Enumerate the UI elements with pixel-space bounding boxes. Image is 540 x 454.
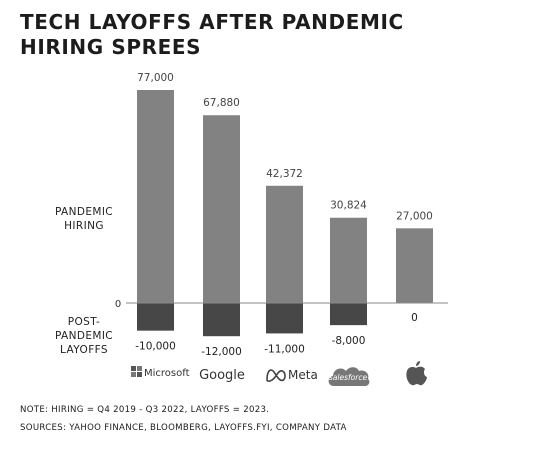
salesforce-logo-icon: salesforce bbox=[329, 373, 368, 382]
apple-logo-icon bbox=[406, 366, 427, 386]
bar-layoffs-meta bbox=[266, 303, 303, 334]
row-label-layoffs-line-2: PANDEMIC bbox=[55, 330, 113, 342]
title-line-2: Hiring Sprees bbox=[20, 35, 202, 59]
bar-layoffs-google bbox=[203, 303, 240, 337]
bar-hiring-salesforce bbox=[330, 217, 367, 303]
bar-hiring-meta bbox=[266, 185, 303, 303]
label-layoffs-apple: 0 bbox=[411, 312, 418, 324]
label-layoffs-meta: -11,000 bbox=[264, 343, 305, 355]
note-text: Note: Hiring = Q4 2019 - Q3 2022, Layoff… bbox=[20, 405, 270, 415]
microsoft-logo-square-2 bbox=[137, 366, 142, 371]
bar-layoffs-salesforce bbox=[330, 303, 367, 326]
microsoft-logo-icon: Microsoft bbox=[144, 368, 190, 379]
bar-hiring-microsoft bbox=[137, 90, 174, 303]
label-hiring-microsoft: 77,000 bbox=[137, 72, 174, 84]
label-hiring-apple: 27,000 bbox=[396, 210, 433, 222]
row-label-hiring-line-2: HIRING bbox=[64, 220, 104, 232]
meta-logo-icon: Meta bbox=[288, 368, 318, 382]
title-line-1: Tech Layoffs After Pandemic bbox=[20, 10, 404, 34]
meta-logo-infinity-mark bbox=[266, 369, 286, 382]
bar-hiring-apple bbox=[396, 228, 433, 303]
zero-axis-label: 0 bbox=[115, 299, 121, 310]
bar-hiring-google bbox=[203, 115, 240, 303]
microsoft-logo-square-1 bbox=[131, 366, 136, 371]
row-label-layoffs-line-1: POST- bbox=[68, 316, 101, 328]
label-layoffs-google: -12,000 bbox=[201, 346, 242, 358]
row-label-layoffs-line-3: LAYOFFS bbox=[60, 344, 108, 356]
label-layoffs-salesforce: -8,000 bbox=[332, 335, 366, 347]
bar-layoffs-microsoft bbox=[137, 303, 174, 331]
label-hiring-meta: 42,372 bbox=[266, 168, 303, 180]
label-hiring-google: 67,880 bbox=[203, 97, 240, 109]
salesforce-logo-cloud bbox=[328, 367, 370, 387]
microsoft-logo-square-4 bbox=[137, 372, 142, 377]
label-hiring-salesforce: 30,824 bbox=[330, 200, 367, 212]
apple-logo-leaf bbox=[416, 361, 420, 366]
sources-text: Sources: Yahoo Finance, Bloomberg, Layof… bbox=[20, 423, 347, 433]
row-label-hiring-line-1: PANDEMIC bbox=[55, 206, 113, 218]
label-layoffs-microsoft: -10,000 bbox=[135, 341, 176, 353]
microsoft-logo-square-3 bbox=[131, 372, 136, 377]
chart-title: Tech Layoffs After Pandemic Hiring Spree… bbox=[20, 10, 440, 60]
google-logo-icon: Google bbox=[199, 368, 245, 383]
